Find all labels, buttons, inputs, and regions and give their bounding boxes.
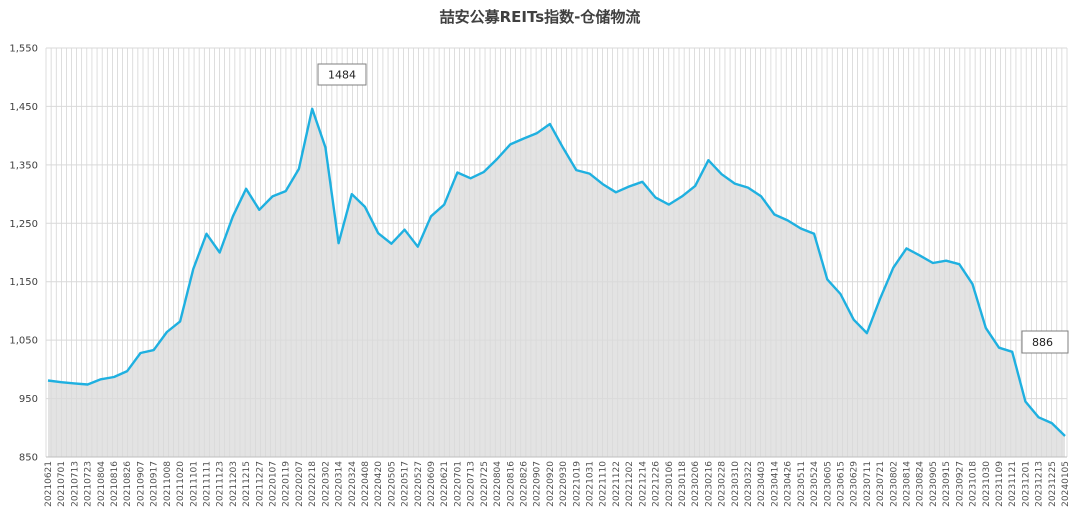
x-tick-label: 20211227	[255, 461, 265, 507]
x-tick-label: 20230802	[889, 461, 899, 507]
x-tick-label: 20211111	[202, 461, 212, 507]
x-tick-label: 20221019	[572, 461, 582, 507]
x-tick-label: 20211020	[176, 461, 186, 507]
x-tick-label: 20220324	[348, 461, 358, 507]
x-tick-label: 20221226	[652, 461, 662, 507]
x-tick-label: 20231201	[1021, 461, 1031, 507]
x-tick-label: 20220804	[493, 461, 503, 507]
x-tick-label: 20230915	[942, 461, 952, 507]
x-tick-label: 20220314	[335, 461, 345, 507]
x-tick-label: 20220907	[533, 461, 543, 507]
y-tick-labels: 850 950 1,050 1,150 1,250 1,350 1,450 1,550	[9, 44, 38, 464]
x-tick-label: 20221202	[625, 461, 635, 507]
x-tick-labels: 20210621 20210701 20210713 20210723 20210804…	[44, 461, 1071, 507]
x-tick-label: 20210621	[44, 461, 54, 507]
x-tick-label: 20220207	[295, 461, 305, 507]
x-tick-label: 20211215	[242, 461, 252, 507]
x-tick-label: 20210826	[123, 461, 133, 507]
x-tick-label: 20231018	[969, 461, 979, 507]
x-tick-label: 20220119	[282, 461, 292, 507]
y-tick-label: 1,350	[9, 160, 38, 171]
annotation-box	[1021, 330, 1069, 354]
x-tick-label: 20220826	[519, 461, 529, 507]
x-tick-label: 20220505	[387, 461, 397, 507]
annotation-box	[317, 63, 367, 86]
x-tick-label: 20220920	[546, 461, 556, 507]
x-tick-label: 20220930	[559, 461, 569, 507]
y-tick-label: 1,550	[9, 44, 38, 55]
x-tick-label: 20220725	[480, 461, 490, 507]
y-tick-label: 1,250	[9, 219, 38, 230]
x-tick-label: 20230322	[744, 461, 754, 507]
x-tick-label: 20220420	[374, 461, 384, 507]
x-tick-label: 20230721	[876, 461, 886, 507]
x-tick-label: 20230228	[718, 461, 728, 507]
x-tick-label: 20230711	[863, 461, 873, 507]
x-tick-label: 20220527	[414, 461, 424, 507]
annotation-label: 886	[1032, 336, 1053, 349]
y-tick-label: 1,150	[9, 277, 38, 288]
x-tick-label: 20220609	[427, 461, 437, 507]
y-tick-label: 950	[19, 394, 38, 405]
x-tick-label: 20221122	[612, 461, 622, 507]
x-tick-label: 20230414	[770, 461, 780, 507]
x-tick-label: 20221031	[586, 461, 596, 507]
y-tick-label: 850	[19, 453, 38, 464]
x-tick-label: 20230403	[757, 461, 767, 507]
series-area-fill	[48, 108, 1065, 458]
series-area	[47, 107, 1066, 458]
x-tick-label: 20231109	[995, 461, 1005, 507]
x-tick-label: 20230814	[903, 461, 913, 507]
x-tick-label: 20210907	[136, 461, 146, 507]
x-tick-label: 20220701	[453, 461, 463, 507]
x-tick-label: 20220218	[308, 461, 318, 507]
y-tick-label: 1,050	[9, 336, 38, 347]
x-tick-label: 20220107	[269, 461, 279, 507]
x-tick-label: 20220408	[361, 461, 371, 507]
x-tick-label: 20211008	[163, 461, 173, 507]
x-tick-label: 20211203	[229, 461, 239, 507]
x-tick-label: 20230118	[678, 461, 688, 507]
annotations: 1484 886	[317, 63, 1069, 354]
x-tick-label: 20231030	[982, 461, 992, 507]
x-tick-label: 20220517	[401, 461, 411, 507]
x-tick-label: 20231225	[1048, 461, 1058, 507]
x-tick-label: 20220621	[440, 461, 450, 507]
x-tick-label: 20240105	[1061, 461, 1071, 507]
chart-title: 喆安公募REITs指数-仓储物流	[440, 8, 641, 26]
x-tick-label: 20221110	[599, 461, 609, 507]
series-line	[47, 107, 1066, 437]
x-tick-label: 20230310	[731, 461, 741, 507]
x-tick-label: 20220302	[321, 461, 331, 507]
x-tick-label: 20210723	[84, 461, 94, 507]
x-tick-label: 20210701	[57, 461, 67, 507]
x-tick-label: 20220713	[467, 461, 477, 507]
x-tick-label: 20231213	[1035, 461, 1045, 507]
x-tick-label: 20211123	[216, 461, 226, 507]
x-tick-label: 20230511	[797, 461, 807, 507]
x-tick-label: 20230216	[704, 461, 714, 507]
x-tick-label: 20230629	[850, 461, 860, 507]
x-tick-label: 20230615	[836, 461, 846, 507]
x-tick-label: 20221214	[638, 461, 648, 507]
x-tick-label: 20220816	[506, 461, 516, 507]
x-tick-label: 20230524	[810, 461, 820, 507]
y-tick-label: 1,450	[9, 102, 38, 113]
x-tick-label: 20230905	[929, 461, 939, 507]
x-tick-label: 20210917	[150, 461, 160, 507]
x-tick-label: 20230106	[665, 461, 675, 507]
x-tick-label: 20230824	[916, 461, 926, 507]
x-tick-label: 20210804	[97, 461, 107, 507]
x-tick-label: 20230927	[955, 461, 965, 507]
x-tick-label: 20230426	[784, 461, 794, 507]
x-tick-label: 20210816	[110, 461, 120, 507]
x-tick-label: 20231121	[1008, 461, 1018, 507]
x-tick-label: 20230605	[823, 461, 833, 507]
annotation-label: 1484	[328, 69, 356, 82]
x-tick-label: 20210713	[70, 461, 80, 507]
x-tick-label: 20211101	[189, 461, 199, 507]
x-tick-label: 20230206	[691, 461, 701, 507]
